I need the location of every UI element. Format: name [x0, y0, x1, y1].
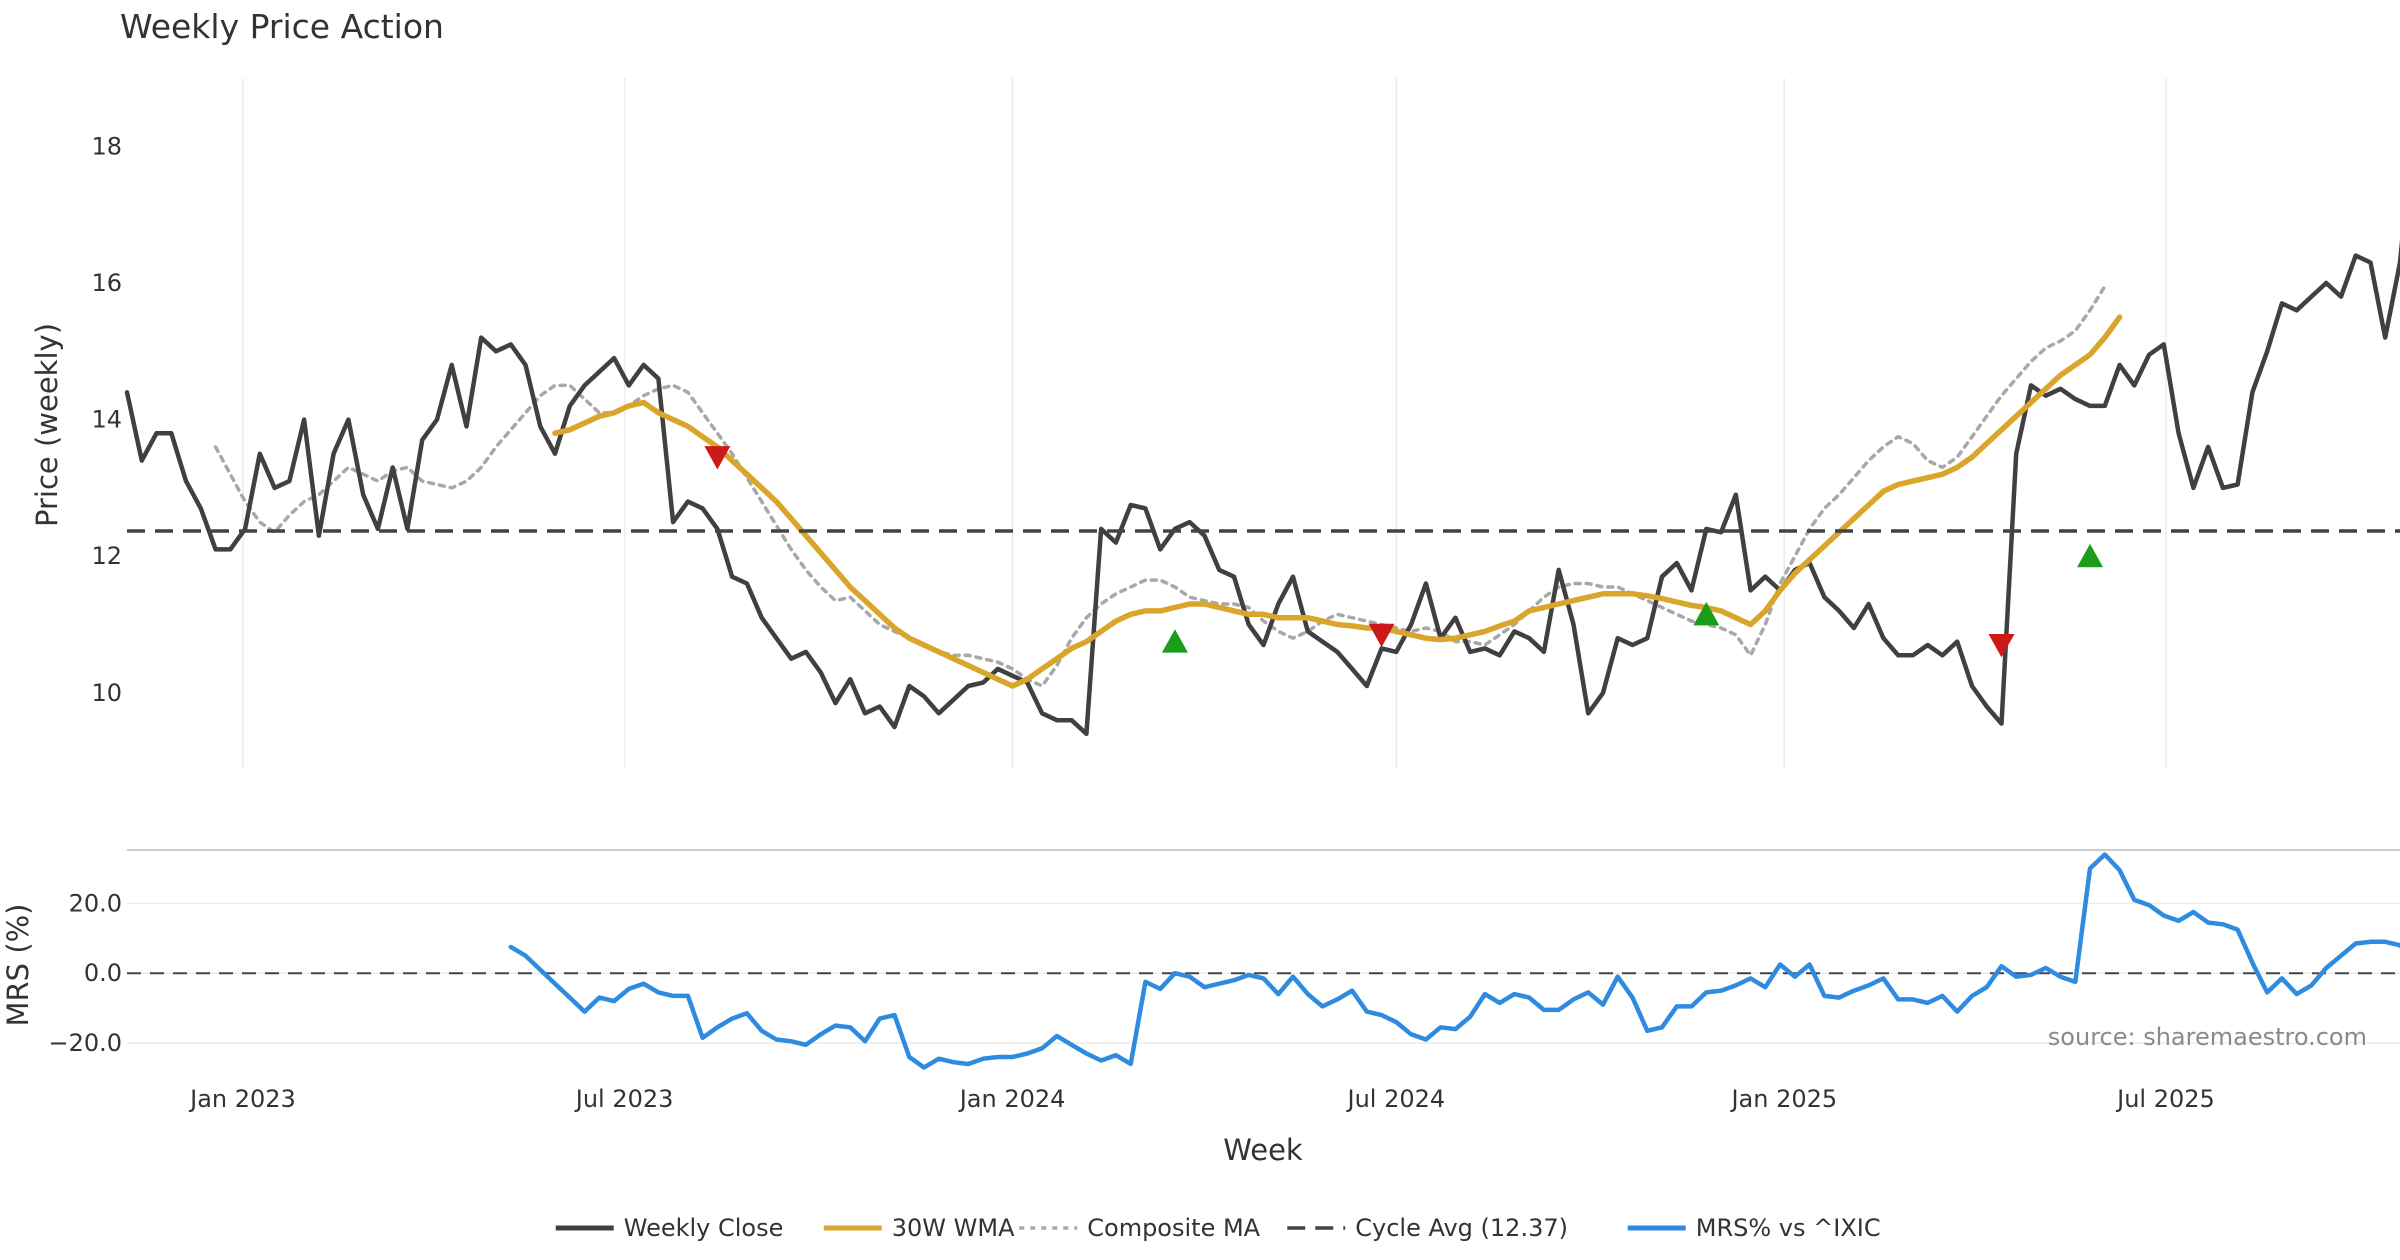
price-y-axis-label: Price (weekly)	[30, 323, 64, 527]
legend-item-cycle-avg-12-37: Cycle Avg (12.37)	[1287, 1214, 1568, 1242]
legend-label: 30W WMA	[892, 1214, 1015, 1242]
price-grid	[242, 78, 2167, 768]
x-axis-label: Week	[1223, 1133, 1303, 1167]
x-axis: Jan 2023 Jul 2023 Jan 2024 Jul 2024 Jan 2025…	[188, 1085, 2215, 1113]
sell-signal-marker	[1368, 623, 1395, 648]
mrs-y-axis: 20.0 0.0 −20.0	[48, 889, 122, 1057]
legend-item-mrs-vs-ixic: MRS% vs ^IXIC	[1627, 1214, 1881, 1242]
price-y-tick-label: 10	[91, 679, 122, 707]
source-note: source: sharemaestro.com	[2048, 1023, 2367, 1051]
legend-label: Composite MA	[1087, 1214, 1260, 1242]
sell-signal-marker	[1988, 633, 2015, 658]
sell-signal-marker	[704, 446, 731, 470]
mrs-y-tick-label: 0.0	[84, 959, 122, 987]
mrs-series	[508, 852, 2400, 1070]
legend-item-composite-ma: Composite MA	[1019, 1214, 1261, 1242]
x-tick-label: Jan 2024	[958, 1085, 1066, 1113]
price-y-tick-label: 16	[91, 269, 122, 297]
price-y-axis: 10 12 14 16 18	[91, 132, 122, 707]
x-tick-label: Jan 2025	[1729, 1085, 1837, 1113]
mrs-y-axis-label: MRS (%)	[1, 904, 35, 1027]
price-y-tick-label: 12	[91, 542, 122, 570]
series-line-mrs-vs-ixic	[508, 852, 2400, 1070]
price-y-tick-label: 14	[91, 406, 122, 434]
mrs-grid	[127, 902, 2400, 1044]
price-series	[124, 239, 2400, 737]
buy-signal-marker	[1161, 629, 1188, 653]
legend-label: MRS% vs ^IXIC	[1696, 1214, 1881, 1242]
buy-signal-marker	[1693, 601, 1720, 626]
legend-label: Cycle Avg (12.37)	[1355, 1214, 1568, 1242]
chart-title: Weekly Price Action	[120, 7, 444, 46]
mrs-y-tick-label: 20.0	[69, 889, 122, 917]
x-tick-label: Jul 2025	[2115, 1085, 2215, 1113]
series-line-composite-ma	[213, 284, 2107, 688]
legend: Weekly Close 30W WMA Composite MA Cycle Avg…	[555, 1214, 1881, 1242]
series-line-weekly-close	[124, 239, 2400, 737]
buy-signal-marker	[2077, 543, 2104, 568]
legend-item-weekly-close: Weekly Close	[555, 1214, 784, 1242]
legend-item-30w-wma: 30W WMA	[823, 1214, 1015, 1242]
series-line-30w-wma	[552, 314, 2123, 689]
mrs-y-tick-label: −20.0	[48, 1029, 122, 1057]
x-tick-label: Jul 2024	[1346, 1085, 1446, 1113]
x-tick-label: Jan 2023	[188, 1085, 296, 1113]
x-tick-label: Jul 2023	[574, 1085, 674, 1113]
legend-label: Weekly Close	[624, 1214, 784, 1242]
signal-markers	[704, 446, 2104, 658]
price-y-tick-label: 18	[91, 132, 122, 160]
